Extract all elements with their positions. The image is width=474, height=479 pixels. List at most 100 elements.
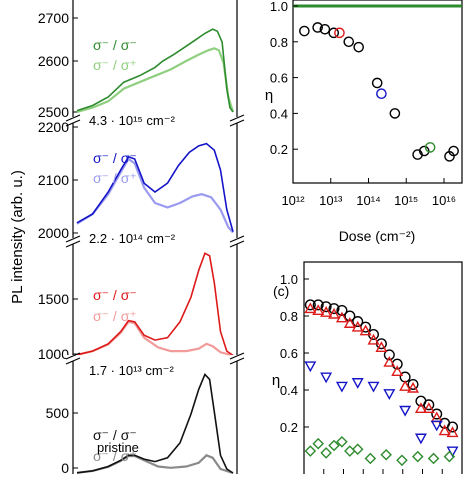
marker-diamond: [328, 439, 340, 452]
marker-triangle-up: [343, 317, 356, 328]
marker-triangle-down: [399, 405, 412, 417]
data-point: [371, 77, 383, 89]
marker-circle: [423, 399, 435, 411]
marker-diamond: [427, 452, 440, 465]
x-tick-label: 10¹⁵: [394, 193, 418, 208]
x-tick-label: 10¹⁴: [356, 193, 380, 208]
y-tick-label: 2600: [38, 53, 69, 69]
bottom-right-panel-eta: (c) 0.2 0.4 0.6 0.8 1.0 η: [272, 261, 463, 479]
marker-diamond: [351, 443, 364, 455]
marker-diamond: [411, 450, 424, 463]
marker-triangle-down: [383, 389, 396, 400]
marker-circle: [352, 316, 364, 328]
axis-break-mark: [65, 114, 81, 122]
y-tick-label: 0.8: [280, 309, 298, 324]
axis-break-mark: [229, 240, 245, 248]
marker-circle: [304, 299, 316, 311]
marker-diamond: [336, 436, 348, 448]
y-tick-label: 0.8: [270, 35, 288, 50]
y-tick-label: 2700: [38, 10, 69, 26]
data-point: [343, 36, 355, 48]
y-tick-label: 2000: [38, 225, 69, 241]
plot-frame: [303, 261, 463, 479]
marker-diamond: [380, 448, 392, 461]
top-right-panel-eta-vs-dose: 0.2 0.4 0.6 0.8 1.0 10¹² 10¹³ 10¹⁴ 10¹⁵ 10¹⁶ Dose …: [265, 0, 463, 244]
series-cross-dose-4.3e15: [76, 47, 235, 113]
marker-triangle-up: [446, 426, 459, 438]
y-tick-label: 1000: [38, 346, 69, 362]
y-tick-label: 2200: [38, 119, 69, 135]
marker-triangle-up: [407, 381, 420, 393]
y-tick-label: 500: [46, 405, 70, 421]
panel-label: (c): [273, 283, 289, 299]
axis-break-mark: [65, 240, 81, 248]
dose-label-dose-4.3e15: 4.3 · 10¹⁵ cm⁻²: [89, 113, 176, 128]
axis-break-mark: [65, 357, 81, 365]
marker-triangle-up: [399, 380, 412, 391]
marker-triangle-down: [335, 381, 348, 393]
marker-diamond: [312, 437, 325, 450]
data-point: [312, 22, 323, 33]
dose-label-pristine: pristine: [97, 440, 139, 455]
marker-diamond: [396, 454, 408, 467]
data-point: [424, 142, 436, 153]
data-point: [328, 27, 340, 39]
marker-triangle-up: [391, 365, 404, 377]
series-same-dose-1.7e13: [76, 252, 234, 357]
axis-break-mark: [229, 119, 245, 127]
marker-circle: [336, 304, 348, 316]
series-cross-dose-1.7e13: [76, 320, 234, 357]
axis-break-mark: [65, 352, 81, 360]
marker-triangle-up: [328, 307, 341, 319]
data-point: [299, 25, 310, 37]
marker-triangle-down: [320, 372, 333, 384]
y-tick-label: 0.4: [280, 383, 298, 398]
series-cross-dose-2.2e14: [76, 157, 234, 234]
y-tick-label: 1.0: [280, 272, 298, 287]
marker-triangle-up: [320, 306, 333, 317]
y-tick-label: 2100: [38, 172, 69, 188]
y-axis-label: η: [265, 87, 273, 104]
axis-break-gap: [66, 117, 80, 123]
marker-circle: [344, 310, 356, 322]
x-tick-label: 10¹²: [281, 193, 305, 208]
axis-break-gap: [230, 238, 244, 244]
data-point: [389, 108, 401, 119]
marker-diamond: [364, 452, 377, 465]
series-same-dose-4.3e15: [76, 28, 234, 113]
left-panel-pl-spectra: 2500 2600 2700 σ⁻ / σ⁻ σ⁻ / σ⁺ 4.3 · 10¹⁵ cm⁻…: [9, 0, 245, 476]
marker-circle: [383, 349, 395, 361]
dose-label-dose-2.2e14: 2.2 · 10¹⁴ cm⁻²: [89, 231, 176, 246]
marker-triangle-up: [414, 402, 427, 414]
y-axis-label: PL intensity (arb. u.): [9, 170, 26, 304]
plot-frame: [292, 0, 463, 184]
marker-circle: [312, 299, 324, 311]
y-tick-label: 0.6: [280, 346, 298, 361]
marker-triangle-down: [351, 378, 364, 389]
axis-break-mark: [229, 357, 245, 365]
x-tick-label: 10¹³: [319, 193, 343, 208]
axis-break-gap: [66, 238, 80, 244]
marker-diamond: [304, 445, 317, 457]
axis-break-mark: [229, 352, 245, 360]
y-tick-label: 1.0: [270, 0, 288, 14]
y-tick-label: 1500: [38, 291, 69, 307]
marker-diamond: [443, 450, 456, 463]
legend-cross-dose-2.2e14: σ⁻ / σ⁺: [93, 170, 137, 186]
axis-break-gap: [230, 355, 244, 361]
marker-triangle-up: [375, 341, 388, 352]
marker-triangle-down: [304, 361, 317, 373]
y-tick-label: 0.4: [270, 106, 288, 121]
legend-cross-pristine: σ⁻ / σ⁺: [93, 448, 137, 464]
series-same-pristine: [76, 372, 234, 474]
y-axis-label: η: [272, 372, 280, 389]
marker-triangle-down: [367, 381, 380, 393]
legend-cross-dose-1.7e13: σ⁻ / σ⁺: [93, 308, 137, 324]
data-point: [376, 88, 387, 100]
data-point: [448, 145, 459, 157]
marker-triangle-up: [351, 320, 364, 332]
series-same-dose-2.2e14: [76, 142, 234, 232]
data-point: [418, 145, 430, 157]
axis-break-mark: [65, 119, 81, 127]
